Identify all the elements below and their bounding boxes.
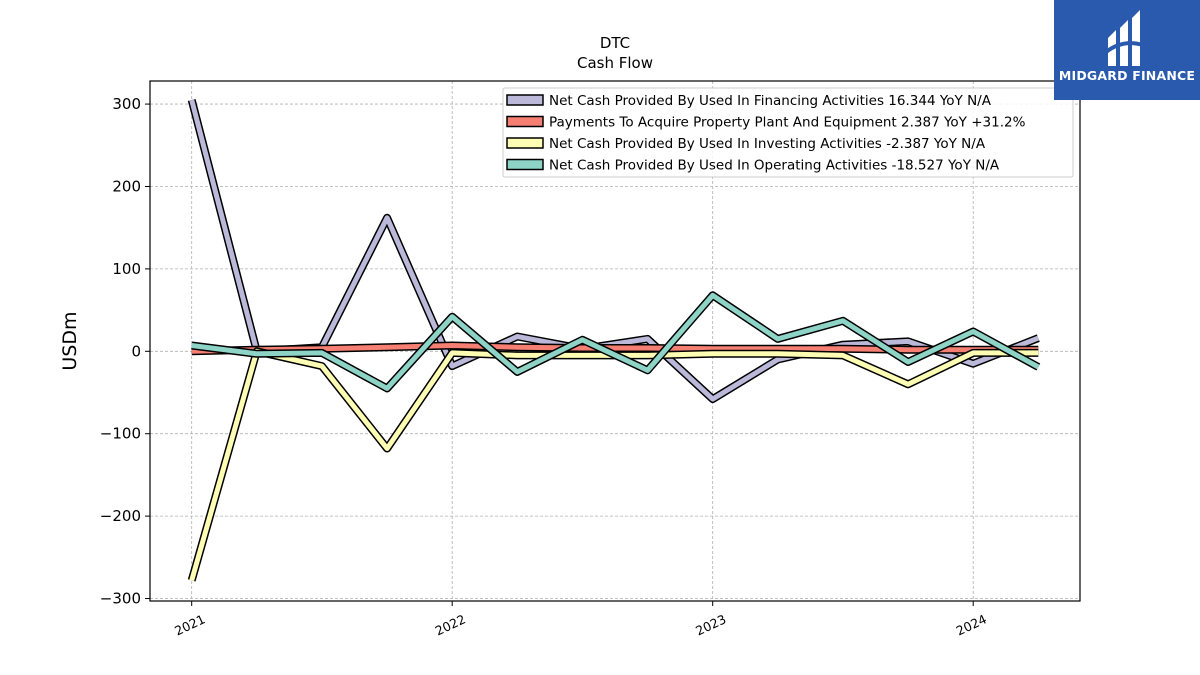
y-tick-label: −100	[100, 425, 141, 443]
axis-ticks: −300 −200 −100 0 100 200 300 2021 2022 2023 2024	[100, 95, 989, 638]
y-tick-label: 200	[112, 177, 141, 195]
legend: Net Cash Provided By Used In Financing A…	[502, 87, 1074, 178]
y-tick-label: −200	[100, 507, 141, 525]
y-tick-label: −300	[100, 590, 141, 608]
y-tick-label: 100	[112, 260, 141, 278]
midgard-logo-icon	[1104, 10, 1147, 66]
chart-subtitle: Cash Flow	[577, 54, 653, 72]
plot-frame	[149, 80, 1081, 602]
logo-text: MIDGARD FINANCE	[1058, 68, 1196, 83]
x-tick-label: 2024	[954, 611, 989, 638]
series-line	[191, 343, 1039, 354]
series-line-outline	[187, 347, 1039, 582]
legend-entry: Net Cash Provided By Used In Operating A…	[549, 158, 1000, 174]
legend-entry: Net Cash Provided By Used In Financing A…	[549, 93, 992, 109]
series-line	[189, 99, 1040, 402]
x-tick-label: 2022	[433, 611, 468, 638]
legend-entry: Payments To Acquire Property Plant And E…	[549, 115, 1026, 131]
x-tick-label: 2023	[693, 611, 728, 638]
x-tick-label: 2021	[172, 611, 207, 638]
y-axis-label: USDm	[59, 311, 81, 370]
logo: MIDGARD FINANCE	[1054, 0, 1200, 100]
legend-swatch	[506, 137, 544, 149]
legend-swatch	[506, 94, 544, 106]
y-tick-label: 300	[112, 95, 141, 113]
chart-title: DTC	[600, 34, 630, 52]
legend-swatch	[506, 158, 544, 171]
legend-entry: Net Cash Provided By Used In Investing A…	[549, 136, 986, 152]
series-line	[191, 292, 1040, 391]
legend-box	[502, 87, 1074, 178]
y-tick-label: 0	[131, 342, 141, 360]
series-lines	[187, 98, 1041, 582]
legend-swatch	[506, 115, 544, 128]
